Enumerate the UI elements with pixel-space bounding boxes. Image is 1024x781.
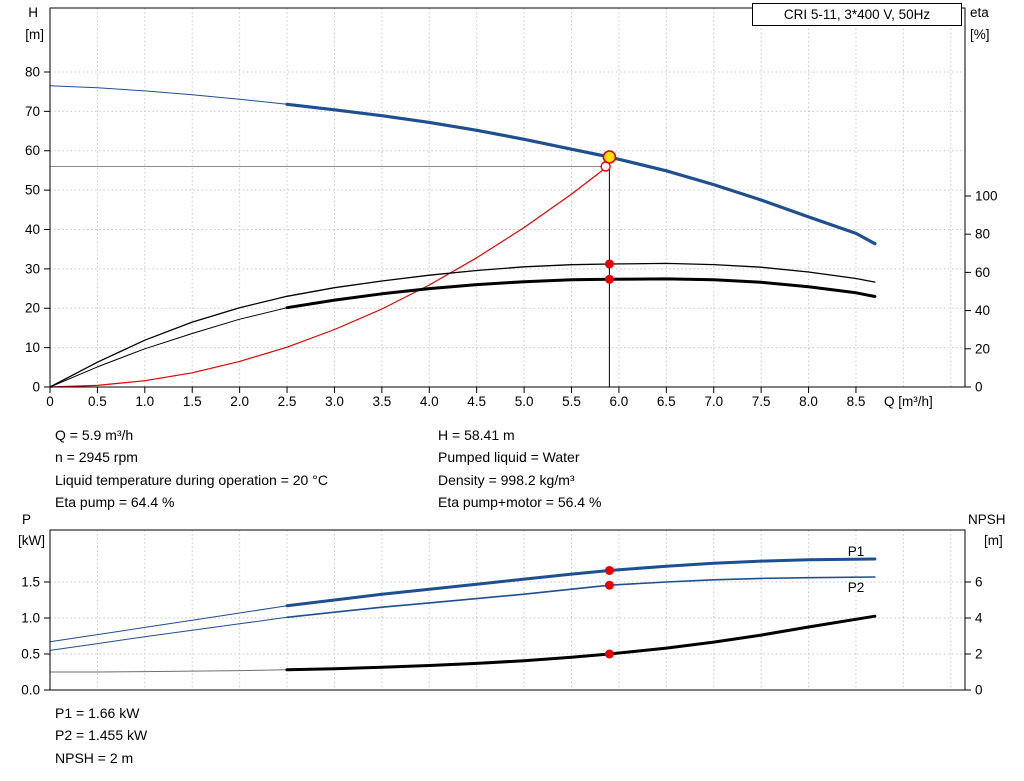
q-tick-label: 6.0 xyxy=(610,394,629,409)
curve-p1-curve xyxy=(285,557,877,608)
eta-tick-label: 80 xyxy=(975,227,990,242)
H-tick-label: 50 xyxy=(25,183,40,198)
p-axis-name: P xyxy=(22,512,31,527)
q-tick-label: 5.0 xyxy=(515,394,534,409)
P-tick-label: 0.5 xyxy=(21,646,40,661)
eta-pump-point xyxy=(604,259,614,269)
H-tick-label: 30 xyxy=(25,261,40,276)
q-tick-label: 8.0 xyxy=(799,394,818,409)
curve-npsh-low-flow xyxy=(49,669,288,673)
q-tick-label: 2.5 xyxy=(278,394,297,409)
plot-border xyxy=(49,529,966,691)
operating-data-bottom: P1 = 1.66 kW P2 = 1.455 kW NPSH = 2 m xyxy=(55,702,147,769)
q-tick-label: 3.5 xyxy=(372,394,391,409)
q-axis-label: Q [m³/h] xyxy=(884,394,933,409)
H-tick-label: 60 xyxy=(25,143,40,158)
q-tick-label: 1.5 xyxy=(183,394,202,409)
q-tick-label: 4.0 xyxy=(420,394,439,409)
q-tick-label: 7.5 xyxy=(752,394,771,409)
curve-eta-pump-motor-curve xyxy=(285,277,877,310)
info-npsh: NPSH = 2 m xyxy=(55,749,134,766)
eta-pump-motor-point xyxy=(604,274,614,284)
curve-qh-curve xyxy=(285,102,877,246)
curve-eta-pump-curve xyxy=(49,262,876,388)
operating-data-right-column: H = 58.41 m Pumped liquid = Water Densit… xyxy=(438,424,601,514)
pump-title-box: CRI 5-11, 3*400 V, 50Hz xyxy=(752,3,962,26)
NPSH-tick-label: 2 xyxy=(975,647,983,662)
info-p1: P1 = 1.66 kW xyxy=(55,705,140,721)
info-temp: Liquid temperature during operation = 20… xyxy=(55,471,328,488)
H-tick-label: 70 xyxy=(25,104,40,119)
info-eta-total: Eta pump+motor = 56.4 % xyxy=(438,494,602,511)
power-npsh-chart: 0.0 0.5 1.0 1.5 0 2 4 6 P1 P2 P [kW] NPSH [m] xyxy=(18,512,1006,698)
H-tick-label: 0 xyxy=(32,380,40,395)
q-tick-label: 5.5 xyxy=(562,394,581,409)
eta-axis-name: eta xyxy=(970,5,989,20)
eta-axis-unit: [%] xyxy=(970,27,990,42)
q-tick-label: 0 xyxy=(46,394,54,409)
curve-p1-low-flow xyxy=(49,605,288,643)
q-tick-label: 7.0 xyxy=(704,394,723,409)
q-tick-label: 2.0 xyxy=(230,394,249,409)
plot-border xyxy=(49,7,966,388)
h-axis-unit: [m] xyxy=(25,27,44,42)
h-axis-name: H xyxy=(28,5,38,20)
curve-label-P2: P2 xyxy=(848,580,865,595)
P-tick-label: 1.0 xyxy=(21,610,40,625)
qh-eta-chart: 0 10 20 30 40 50 60 70 80 0 20 40 60 80 100 0 0.5 1.0 1.5 2… xyxy=(25,5,998,409)
p2-point xyxy=(604,580,614,590)
eta-tick-label: 0 xyxy=(975,380,983,395)
H-tick-label: 40 xyxy=(25,222,40,237)
H-tick-label: 80 xyxy=(25,64,40,79)
curve-p2-curve xyxy=(286,576,876,619)
p1-point xyxy=(604,565,614,575)
eta-tick-label: 40 xyxy=(975,303,990,318)
operating-point xyxy=(602,150,617,164)
top-plot: 0 10 20 30 40 50 60 70 80 0 20 40 60 80 100 0 0.5 1.0 1.5 2… xyxy=(25,7,998,409)
P-tick-label: 1.5 xyxy=(21,574,40,589)
q-tick-label: 8.5 xyxy=(847,394,866,409)
info-p2: P2 = 1.455 kW xyxy=(55,727,148,744)
npsh-axis-unit: [m] xyxy=(984,533,1003,548)
eta-tick-label: 20 xyxy=(975,341,990,356)
bottom-plot: 0.0 0.5 1.0 1.5 0 2 4 6 P1 P2 xyxy=(21,529,983,698)
q-tick-label: 4.5 xyxy=(467,394,486,409)
info-n: n = 2945 rpm xyxy=(55,449,138,466)
curve-eta-pump-motor-low-flow xyxy=(49,307,288,388)
info-h: H = 58.41 m xyxy=(438,427,515,443)
operating-data-top: Q = 5.9 m³/h n = 2945 rpm Liquid tempera… xyxy=(55,424,601,514)
curve-system-curve xyxy=(49,165,609,388)
q-tick-label: 6.5 xyxy=(657,394,676,409)
operating-data-left-column: Q = 5.9 m³/h n = 2945 rpm Liquid tempera… xyxy=(55,424,438,514)
eta-tick-label: 100 xyxy=(975,188,998,203)
info-q: Q = 5.9 m³/h xyxy=(55,427,134,443)
p-axis-unit: [kW] xyxy=(18,533,45,548)
P-tick-label: 0.0 xyxy=(21,683,40,698)
npsh-point xyxy=(604,649,614,659)
q-tick-label: 0.5 xyxy=(88,394,107,409)
pump-title: CRI 5-11, 3*400 V, 50Hz xyxy=(783,7,931,22)
NPSH-tick-label: 6 xyxy=(975,575,983,590)
info-eta-pump: Eta pump = 64.4 % xyxy=(55,494,175,511)
q-tick-label: 3.0 xyxy=(325,394,344,409)
H-tick-label: 10 xyxy=(25,340,40,355)
q-tick-label: 1.0 xyxy=(135,394,154,409)
eta-tick-label: 60 xyxy=(975,265,990,280)
curve-npsh-curve xyxy=(285,614,877,672)
info-density: Density = 998.2 kg/m³ xyxy=(438,471,575,488)
curve-qh-curve-low-flow xyxy=(49,85,288,105)
info-liquid: Pumped liquid = Water xyxy=(438,449,580,466)
curve-p2-low-flow xyxy=(49,616,288,651)
NPSH-tick-label: 0 xyxy=(975,683,983,698)
NPSH-tick-label: 4 xyxy=(975,611,983,626)
npsh-axis-name: NPSH xyxy=(968,512,1006,527)
curve-label-P1: P1 xyxy=(848,544,865,559)
H-tick-label: 20 xyxy=(25,301,40,316)
